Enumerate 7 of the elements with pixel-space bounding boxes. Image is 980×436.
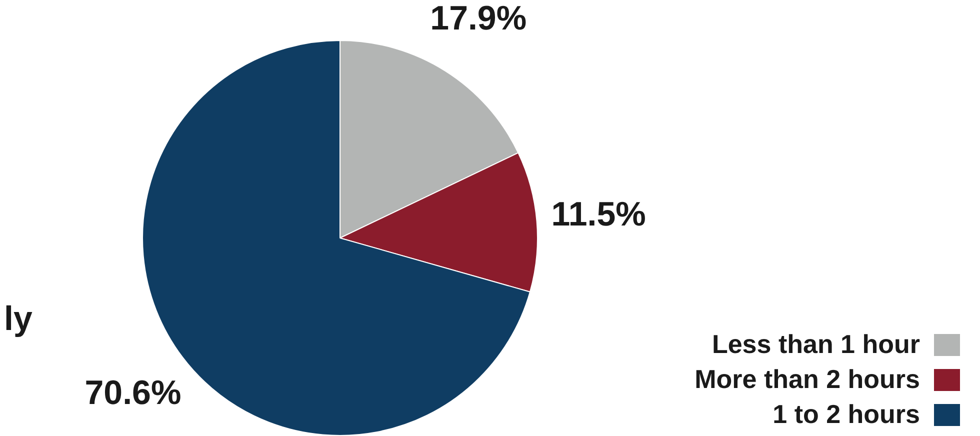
legend-label: Less than 1 hour (712, 329, 920, 360)
data-label: 17.9% (430, 0, 527, 38)
data-label: 11.5% (551, 195, 646, 234)
text: ly (4, 300, 32, 339)
legend-label: 1 to 2 hours (772, 399, 920, 430)
legend-label: More than 2 hours (694, 364, 920, 395)
data-label: 70.6% (84, 374, 182, 412)
